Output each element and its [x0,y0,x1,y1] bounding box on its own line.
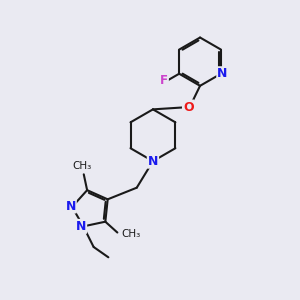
Text: N: N [217,67,228,80]
Text: CH₃: CH₃ [73,161,92,171]
Text: F: F [160,74,168,87]
Text: N: N [65,200,76,212]
Text: N: N [148,155,158,168]
Text: O: O [183,100,194,113]
Text: CH₃: CH₃ [122,229,141,239]
Text: N: N [76,220,86,233]
